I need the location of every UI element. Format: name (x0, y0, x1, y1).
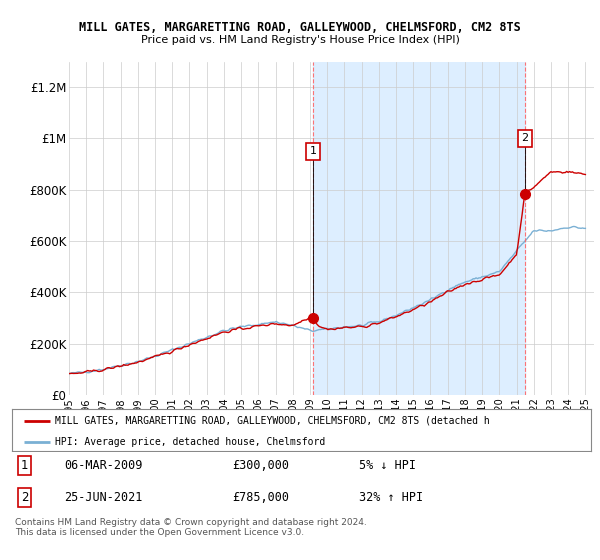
Text: 2: 2 (521, 133, 529, 143)
Text: 1: 1 (310, 146, 317, 156)
Text: MILL GATES, MARGARETTING ROAD, GALLEYWOOD, CHELMSFORD, CM2 8TS (detached h: MILL GATES, MARGARETTING ROAD, GALLEYWOO… (55, 416, 490, 426)
Text: 2: 2 (21, 491, 28, 504)
Text: £300,000: £300,000 (232, 459, 289, 472)
Text: 5% ↓ HPI: 5% ↓ HPI (359, 459, 416, 472)
Text: 1: 1 (21, 459, 28, 472)
Text: 32% ↑ HPI: 32% ↑ HPI (359, 491, 424, 504)
Bar (313, 62, 525, 395)
Text: Contains HM Land Registry data © Crown copyright and database right 2024.
This d: Contains HM Land Registry data © Crown c… (15, 518, 367, 538)
Text: 06-MAR-2009: 06-MAR-2009 (64, 459, 142, 472)
Text: £785,000: £785,000 (232, 491, 289, 504)
Text: Price paid vs. HM Land Registry's House Price Index (HPI): Price paid vs. HM Land Registry's House … (140, 35, 460, 45)
Text: 25-JUN-2021: 25-JUN-2021 (64, 491, 142, 504)
Text: HPI: Average price, detached house, Chelmsford: HPI: Average price, detached house, Chel… (55, 437, 326, 446)
Text: MILL GATES, MARGARETTING ROAD, GALLEYWOOD, CHELMSFORD, CM2 8TS: MILL GATES, MARGARETTING ROAD, GALLEYWOO… (79, 21, 521, 34)
